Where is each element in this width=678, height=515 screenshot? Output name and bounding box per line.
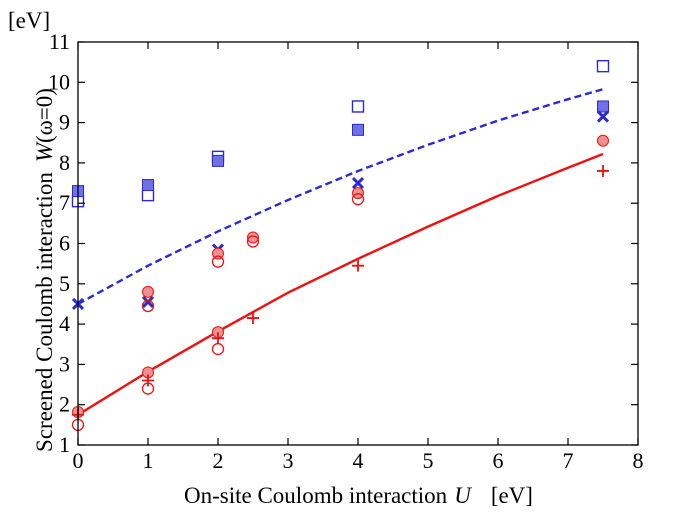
y-tick-label: 5 — [59, 271, 70, 296]
y-tick-label: 4 — [59, 311, 70, 336]
red-plus-point — [352, 259, 364, 272]
blue-dashed-fit-line — [77, 88, 604, 306]
y-tick-label: 7 — [59, 190, 70, 215]
y-tick-label: 10 — [48, 69, 70, 94]
y-tick-label: 3 — [59, 351, 70, 376]
x-tick-label: 8 — [633, 448, 644, 473]
plot-area — [71, 59, 610, 432]
red-filled-circle-point — [247, 231, 259, 244]
red-open-circle-point — [211, 342, 225, 356]
blue-filled-square-point — [212, 154, 224, 167]
red-open-circle-point — [246, 235, 260, 248]
y-axis-unit: [eV] — [8, 8, 50, 33]
blue-filled-square-point — [142, 179, 154, 192]
blue-x-point — [351, 176, 365, 190]
x-tick-label: 4 — [353, 448, 364, 473]
red-plus-point — [247, 312, 259, 325]
red-open-circle-point — [211, 255, 225, 268]
x-tick-label: 5 — [423, 448, 434, 473]
blue-open-square-point — [351, 100, 365, 113]
x-axis-title-symbol: U — [454, 483, 472, 508]
blue-x-point — [596, 110, 610, 123]
red-filled-circle-point — [142, 285, 154, 298]
red-open-circle-point — [351, 193, 365, 206]
y-tick-label: 11 — [49, 29, 70, 54]
blue-open-square-point — [596, 59, 610, 73]
x-axis-title: On-site Coulomb interaction U [eV] — [184, 483, 533, 508]
y-tick-label: 6 — [59, 231, 70, 256]
y-axis-title-suffix: (ω=0) — [32, 88, 57, 143]
red-filled-circle-point — [597, 134, 609, 147]
red-plus-point — [212, 332, 224, 345]
x-tick-label: 7 — [563, 448, 574, 473]
blue-x-point — [141, 295, 155, 308]
x-tick-label: 1 — [143, 448, 154, 473]
red-open-circle-point — [141, 299, 155, 313]
y-tick-label: 8 — [59, 150, 70, 175]
x-tick-label: 2 — [213, 448, 224, 473]
x-axis-title-prefix: On-site Coulomb interaction — [184, 483, 448, 508]
y-axis-title: Screened Coulomb interaction W(ω=0) — [32, 88, 57, 452]
red-solid-fit-line — [77, 152, 604, 416]
y-axis-title-symbol: W — [32, 141, 57, 162]
y-tick-label: 1 — [59, 432, 70, 457]
x-tick-label: 6 — [493, 448, 504, 473]
y-tick-label: 2 — [59, 392, 70, 417]
x-tick-label: 0 — [73, 448, 84, 473]
blue-open-square-point — [141, 188, 155, 202]
blue-filled-square-point — [352, 123, 364, 136]
red-plus-point — [597, 164, 609, 177]
x-axis-title-unit: [eV] — [491, 483, 533, 508]
y-tick-label: 9 — [59, 110, 70, 135]
red-plus-point — [142, 374, 154, 387]
x-tick-label: 3 — [283, 448, 294, 473]
blue-filled-square-point — [597, 100, 609, 113]
y-axis-title-prefix: Screened Coulomb interaction — [32, 172, 57, 452]
